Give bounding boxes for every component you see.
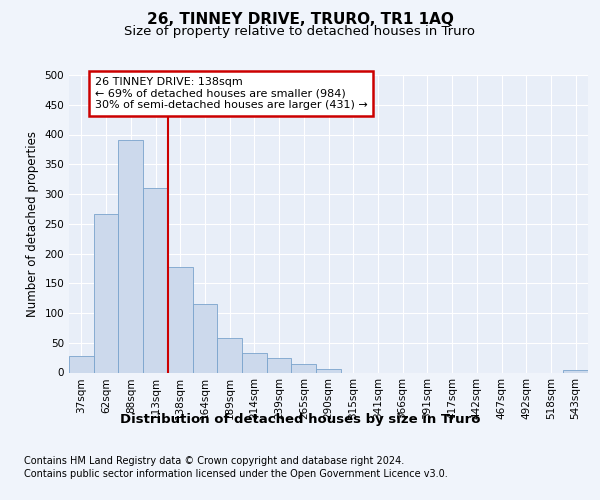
Bar — [217, 338, 242, 372]
Text: Size of property relative to detached houses in Truro: Size of property relative to detached ho… — [125, 25, 476, 38]
Bar — [267, 358, 292, 372]
Bar — [168, 266, 193, 372]
Bar — [69, 356, 94, 372]
Bar — [316, 369, 341, 372]
Bar — [118, 140, 143, 372]
Y-axis label: Number of detached properties: Number of detached properties — [26, 130, 39, 317]
Text: Distribution of detached houses by size in Truro: Distribution of detached houses by size … — [120, 412, 480, 426]
Text: Contains public sector information licensed under the Open Government Licence v3: Contains public sector information licen… — [24, 469, 448, 479]
Bar — [242, 354, 267, 372]
Bar — [292, 364, 316, 372]
Text: 26, TINNEY DRIVE, TRURO, TR1 1AQ: 26, TINNEY DRIVE, TRURO, TR1 1AQ — [146, 12, 454, 28]
Bar — [563, 370, 588, 372]
Text: 26 TINNEY DRIVE: 138sqm
← 69% of detached houses are smaller (984)
30% of semi-d: 26 TINNEY DRIVE: 138sqm ← 69% of detache… — [95, 77, 368, 110]
Bar — [94, 214, 118, 372]
Bar — [193, 304, 217, 372]
Text: Contains HM Land Registry data © Crown copyright and database right 2024.: Contains HM Land Registry data © Crown c… — [24, 456, 404, 466]
Bar — [143, 188, 168, 372]
